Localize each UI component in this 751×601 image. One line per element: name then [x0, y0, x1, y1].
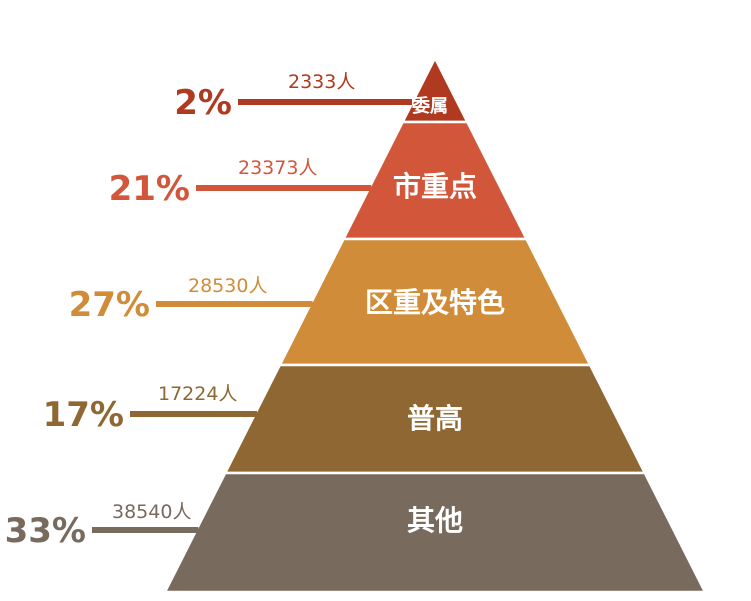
percent-label: 27%	[69, 285, 150, 325]
leader-lines	[92, 99, 412, 533]
count-label: 2333人	[288, 71, 355, 93]
percent-label: 2%	[174, 83, 232, 123]
percent-label: 33%	[5, 511, 86, 551]
percent-label: 17%	[43, 395, 124, 435]
pyramid-tiers	[162, 55, 708, 594]
count-label: 28530人	[188, 275, 267, 297]
count-label: 17224人	[158, 383, 237, 405]
percent-label: 21%	[109, 169, 190, 209]
count-label: 38540人	[112, 501, 191, 523]
tier-label: 其他	[407, 504, 463, 537]
tier-label: 普高	[407, 402, 463, 435]
tier-label: 区重及特色	[365, 286, 505, 319]
count-label: 23373人	[238, 157, 317, 179]
tier-label: 委属	[411, 96, 448, 117]
tier-label: 市重点	[393, 170, 477, 203]
pyramid-tier	[162, 471, 708, 594]
